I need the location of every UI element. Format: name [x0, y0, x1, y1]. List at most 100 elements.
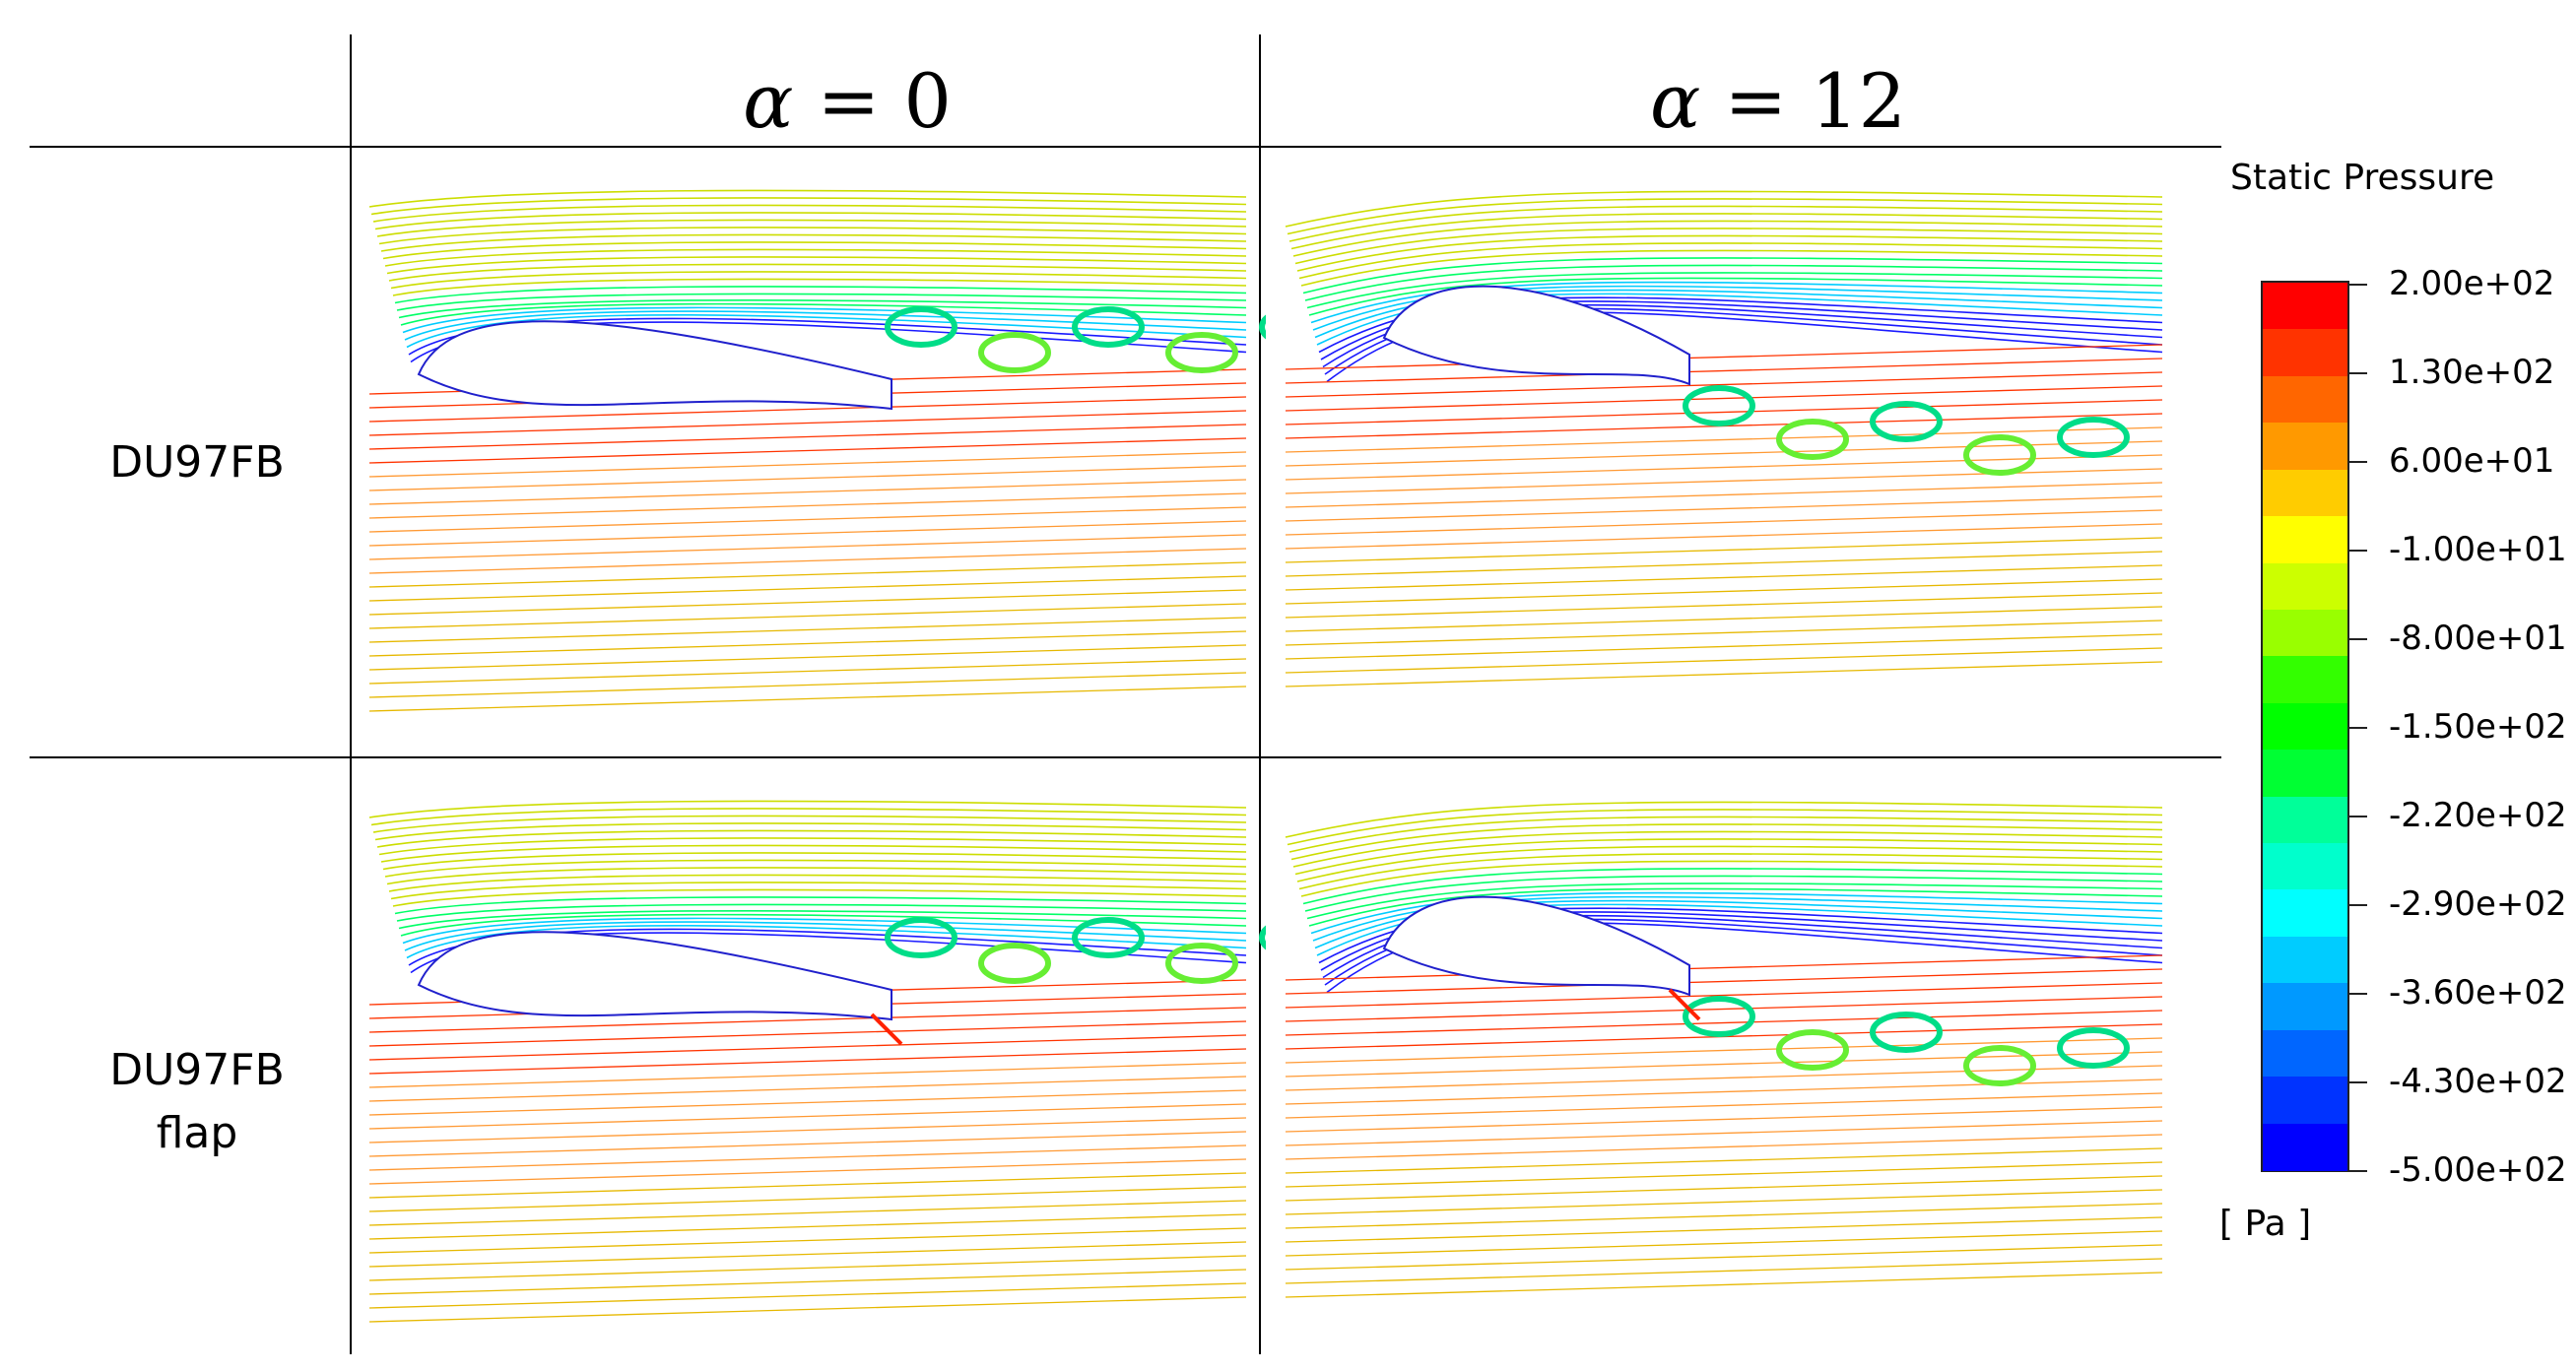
streamline: [368, 1172, 1247, 1199]
streamline: [1285, 954, 2163, 981]
streamline: [1308, 887, 2163, 927]
streamline: [1285, 1147, 2163, 1174]
wake-vortex: [1683, 996, 1755, 1037]
streamline: [1285, 371, 2163, 398]
streamline: [392, 278, 1247, 296]
streamline: [394, 286, 1247, 304]
streamline: [376, 829, 1247, 848]
streamline: [1285, 1120, 2163, 1146]
streamline: [368, 437, 1247, 464]
streamline: [368, 672, 1247, 698]
wake-vortex: [2057, 1027, 2130, 1069]
streamline: [1296, 845, 2163, 882]
flap-edge: [870, 1013, 903, 1046]
streamline: [406, 924, 1247, 959]
color-bar-segment: [2263, 936, 2347, 985]
streamline: [1285, 523, 2163, 550]
streamline: [1285, 1010, 2163, 1036]
streamline: [368, 1048, 1247, 1075]
streamline: [368, 658, 1247, 685]
streamline: [1310, 281, 2163, 324]
streamline: [1298, 242, 2163, 280]
streamline: [1320, 300, 2163, 360]
streamline: [1285, 982, 2163, 1009]
streamline: [1316, 903, 2163, 956]
streamline: [368, 1282, 1247, 1309]
color-bar-segment: [2263, 469, 2347, 518]
color-bar-tick: [2349, 461, 2367, 463]
wake-vortex: [1165, 943, 1238, 984]
streamline: [368, 1186, 1247, 1212]
streamline: [1300, 860, 2163, 897]
streamline: [378, 837, 1247, 856]
color-bar-segment: [2263, 983, 2347, 1031]
streamline: [1285, 996, 2163, 1022]
streamline: [1285, 1078, 2163, 1105]
color-bar-segment: [2263, 1077, 2347, 1125]
streamline: [368, 548, 1247, 574]
wake-vortex: [1259, 925, 1266, 950]
color-bar-tick: [2349, 638, 2367, 640]
airfoil-shape: [417, 320, 892, 411]
streamline: [372, 815, 1247, 833]
streamline: [1310, 891, 2163, 935]
legend-title: Static Pressure: [2230, 158, 2495, 198]
streamline: [1285, 1244, 2163, 1271]
color-bar-tick: [2349, 284, 2367, 286]
streamline: [392, 888, 1247, 907]
streamline: [1285, 385, 2163, 412]
color-bar-segment: [2263, 889, 2347, 938]
color-bar-segment: [2263, 283, 2347, 331]
streamline: [368, 451, 1247, 478]
color-bar-segment: [2263, 562, 2347, 611]
streamline: [1285, 1189, 2163, 1215]
streamline-panel-du97fb-flap-alpha-12: [1276, 768, 2182, 1359]
streamline: [368, 575, 1247, 602]
wake-vortex: [1072, 306, 1145, 348]
streamline: [368, 1020, 1247, 1047]
legend-unit: [ Pa ]: [2219, 1204, 2312, 1244]
color-bar-tick-label: 6.00e+01: [2389, 441, 2555, 481]
color-bar-tick: [2349, 993, 2367, 995]
grid-line-vertical-middle: [1259, 34, 1261, 1354]
color-bar-segment: [2263, 796, 2347, 845]
streamline: [368, 617, 1247, 643]
streamline: [368, 1076, 1247, 1102]
streamline: [1285, 551, 2163, 577]
color-bar-tick-label: -3.60e+02: [2389, 973, 2567, 1013]
wake-vortex: [2057, 417, 2130, 458]
grid-line-vertical-left: [350, 34, 352, 1354]
streamline: [1285, 1106, 2163, 1133]
streamline: [394, 896, 1247, 915]
streamline: [1285, 495, 2163, 522]
wake-vortex: [1963, 434, 2036, 476]
streamline: [368, 479, 1247, 505]
color-bar-tick: [2349, 727, 2367, 729]
column-header-alpha-12: α = 12: [1649, 57, 1907, 145]
streamline: [402, 917, 1247, 945]
streamline: [1285, 468, 2163, 494]
wake-vortex: [1259, 314, 1266, 340]
streamline: [1285, 606, 2163, 632]
streamline: [1285, 1216, 2163, 1243]
streamline: [368, 1158, 1247, 1185]
color-bar: [2261, 281, 2349, 1172]
color-bar-segment: [2263, 702, 2347, 751]
streamline: [378, 227, 1247, 245]
streamline: [368, 561, 1247, 588]
streamline-plot: [1285, 801, 2163, 1298]
streamline: [1285, 344, 2163, 370]
streamline: [368, 1227, 1247, 1254]
streamline: [368, 1034, 1247, 1061]
streamline: [1285, 1272, 2163, 1298]
streamline: [1285, 1051, 2163, 1078]
streamline-plot: [368, 189, 1266, 712]
color-bar-segment: [2263, 750, 2347, 798]
streamline-plot: [1285, 190, 2163, 687]
streamline: [374, 212, 1247, 230]
streamline: [368, 800, 1247, 818]
streamline: [396, 293, 1247, 311]
color-bar-segment: [2263, 1029, 2347, 1078]
color-bar-tick-label: -4.30e+02: [2389, 1062, 2567, 1101]
streamline: [1318, 907, 2163, 964]
